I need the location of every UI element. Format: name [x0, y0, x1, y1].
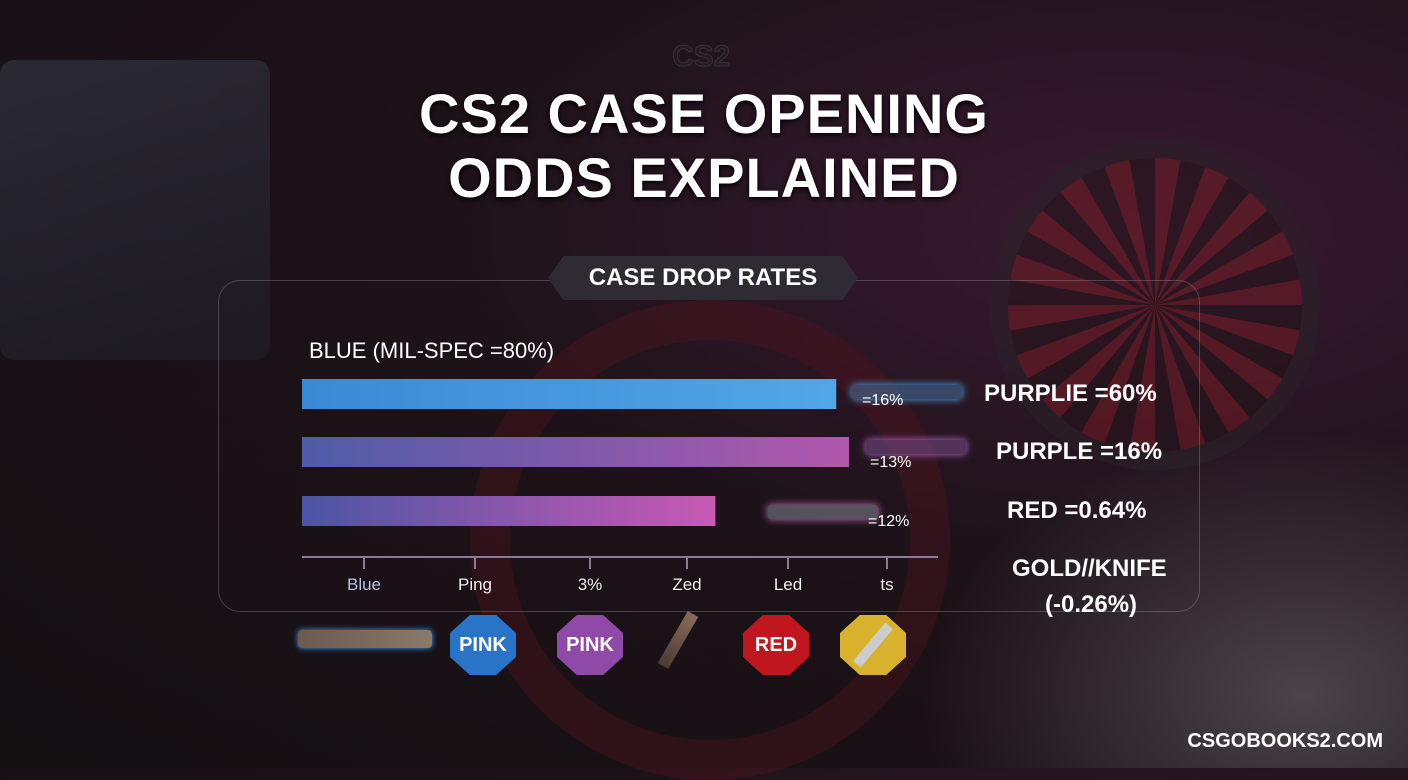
title-line-1: CS2 CASE OPENING [419, 82, 989, 145]
legend-label: PURPLIE =60% [984, 380, 1157, 407]
roulette-wheel-image [990, 140, 1320, 470]
bar-data-label: =16% [862, 392, 904, 409]
page-title: CS2 CASE OPENING ODDS EXPLAINED [0, 82, 1408, 210]
bar-1 [302, 379, 837, 409]
weapon-case-image [0, 60, 270, 360]
x-tick-label: Zed [672, 575, 701, 594]
purple-smg-icon [866, 440, 966, 454]
cs2-watermark: CS2 [671, 40, 731, 74]
knife-blade [853, 622, 893, 668]
pink-badge-purple: PINK [557, 615, 623, 675]
bar-data-label: =12% [868, 513, 910, 530]
x-tick-label: 3% [578, 575, 603, 594]
x-tick-label: ts [880, 575, 893, 594]
gold-knife-icon [840, 615, 906, 675]
bar-3 [302, 496, 716, 526]
smoke-effect [888, 408, 1408, 768]
legend-label: RED =0.64% [1007, 497, 1147, 524]
bar-heading: BLUE (MIL-SPEC =80%) [309, 338, 555, 363]
title-line-2: ODDS EXPLAINED [448, 146, 960, 209]
bar-2 [302, 437, 849, 467]
section-title: CASE DROP RATES [548, 256, 858, 300]
pink-badge-blue: PINK [450, 615, 516, 675]
footer-website: CSGOBOOKS2.COM [1187, 730, 1383, 752]
blue-rifle-icon [852, 385, 962, 399]
red-badge: RED [743, 615, 809, 675]
legend-label: (-0.26%) [1045, 591, 1138, 618]
bar-data-label: =13% [870, 454, 912, 471]
x-tick-label: Led [774, 575, 802, 594]
rifle-icon [768, 505, 878, 519]
x-tick-label: Ping [458, 575, 492, 594]
x-tick-label: Blue [347, 575, 381, 594]
rifle-icon [298, 630, 432, 648]
legend-label: GOLD//KNIFE [1012, 555, 1167, 582]
legend-label: PURPLE =16% [996, 438, 1163, 465]
